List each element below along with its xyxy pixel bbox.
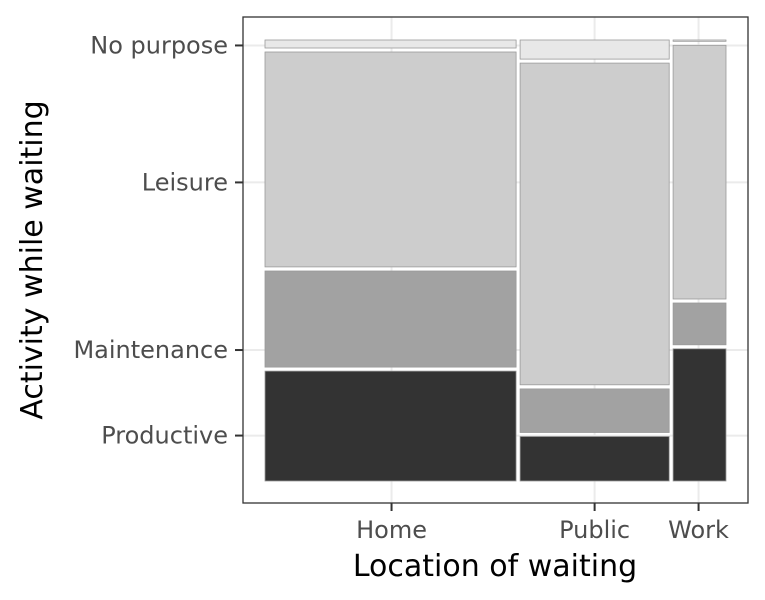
tile-public-leisure	[519, 62, 670, 386]
x-axis-title: Location of waiting	[353, 549, 637, 584]
tile-work-productive	[672, 348, 727, 482]
tile-public-maintenance	[519, 388, 670, 433]
axis-ticks: Home Public Work Productive Maintenance Leisu…	[73, 31, 729, 544]
tile-home-no-purpose	[264, 39, 517, 49]
y-tick-label-productive: Productive	[101, 422, 228, 450]
y-axis-title: Activity while waiting	[15, 100, 50, 419]
y-tick-label-no-purpose: No purpose	[90, 31, 228, 59]
y-tick-label-maintenance: Maintenance	[73, 336, 228, 364]
x-tick-label-public: Public	[559, 516, 630, 544]
tile-home-productive	[264, 370, 517, 482]
tile-public-no-purpose	[519, 39, 670, 60]
x-tick-label-work: Work	[668, 516, 729, 544]
y-tick-label-leisure: Leisure	[142, 168, 228, 196]
tile-work-leisure	[672, 44, 727, 300]
mosaic-tiles	[264, 39, 727, 482]
tile-work-maintenance	[672, 302, 727, 346]
x-tick-label-home: Home	[356, 516, 427, 544]
plot-border	[242, 16, 749, 504]
tile-public-productive	[519, 436, 670, 482]
tile-work-no-purpose	[672, 39, 727, 42]
tile-home-maintenance	[264, 270, 517, 368]
tile-home-leisure	[264, 51, 517, 268]
